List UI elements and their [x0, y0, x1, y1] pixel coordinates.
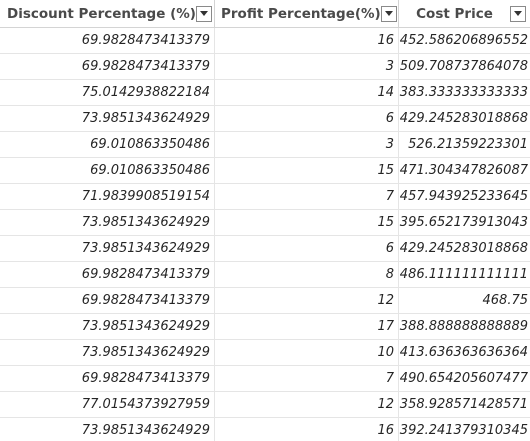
profit-percentage-cell[interactable]: 17: [215, 314, 399, 339]
table-row[interactable]: 75.0142938822184 14 383.333333333333: [0, 80, 530, 106]
table-row[interactable]: 69.9828473413379 12 468.75: [0, 288, 530, 314]
cost-price-cell[interactable]: 429.245283018868: [399, 241, 528, 256]
discount-percentage-cell[interactable]: 73.9851343624929: [0, 418, 215, 441]
table-row[interactable]: 69.9828473413379 8 486.111111111111: [0, 262, 530, 288]
table-row[interactable]: 73.9851343624929 16 392.241379310345: [0, 418, 530, 441]
cost-price-cell[interactable]: 388.888888888889: [399, 319, 528, 334]
filter-dropdown-icon[interactable]: [380, 5, 397, 22]
cost-price-cell[interactable]: 471.304347826087: [399, 163, 528, 178]
table-row[interactable]: 73.9851343624929 10 413.636363636364: [0, 340, 530, 366]
table-row[interactable]: 69.9828473413379 7 490.654205607477: [0, 366, 530, 392]
table-row[interactable]: 69.010863350486 15 471.304347826087: [0, 158, 530, 184]
table-header-row: Discount Percentage (%) Profit Percentag…: [0, 0, 530, 28]
column-header-profit-percentage[interactable]: Profit Percentage(%): [215, 0, 399, 27]
cost-price-cell[interactable]: 392.241379310345: [399, 423, 528, 438]
discount-percentage-cell[interactable]: 69.9828473413379: [0, 54, 215, 79]
cost-price-cell[interactable]: 383.333333333333: [399, 85, 528, 100]
discount-percentage-cell[interactable]: 77.0154373927959: [0, 392, 215, 417]
profit-percentage-cell[interactable]: 7: [215, 184, 399, 209]
cost-price-cell[interactable]: 490.654205607477: [399, 371, 528, 386]
discount-percentage-cell[interactable]: 71.9839908519154: [0, 184, 215, 209]
profit-percentage-cell[interactable]: 15: [215, 210, 399, 235]
discount-percentage-cell[interactable]: 73.9851343624929: [0, 340, 215, 365]
table-row[interactable]: 73.9851343624929 17 388.888888888889: [0, 314, 530, 340]
column-header-label: Profit Percentage(%): [221, 5, 381, 22]
profit-percentage-cell[interactable]: 12: [215, 392, 399, 417]
filter-dropdown-icon[interactable]: [195, 5, 212, 22]
column-header-label: Discount Percentage (%): [7, 5, 196, 22]
discount-percentage-cell[interactable]: 69.010863350486: [0, 158, 215, 183]
discount-percentage-cell[interactable]: 73.9851343624929: [0, 314, 215, 339]
profit-percentage-cell[interactable]: 8: [215, 262, 399, 287]
profit-percentage-cell[interactable]: 7: [215, 366, 399, 391]
table-row[interactable]: 73.9851343624929 6 429.245283018868: [0, 236, 530, 262]
discount-percentage-cell[interactable]: 69.010863350486: [0, 132, 215, 157]
discount-percentage-cell[interactable]: 69.9828473413379: [0, 262, 215, 287]
profit-percentage-cell[interactable]: 12: [215, 288, 399, 313]
cost-price-cell[interactable]: 429.245283018868: [399, 111, 528, 126]
table-row[interactable]: 73.9851343624929 6 429.245283018868: [0, 106, 530, 132]
profit-percentage-cell[interactable]: 6: [215, 106, 399, 131]
profit-percentage-cell[interactable]: 3: [215, 132, 399, 157]
table-body: 69.9828473413379 16 452.586206896552 69.982…: [0, 28, 530, 441]
cost-price-cell[interactable]: 358.928571428571: [399, 397, 528, 412]
cost-price-cell[interactable]: 413.636363636364: [399, 345, 528, 360]
cost-price-cell[interactable]: 486.111111111111: [399, 267, 528, 282]
profit-percentage-cell[interactable]: 15: [215, 158, 399, 183]
cost-price-cell[interactable]: 452.586206896552: [399, 33, 528, 48]
cost-price-cell[interactable]: 526.21359223301: [408, 137, 528, 152]
table-row[interactable]: 69.9828473413379 16 452.586206896552: [0, 28, 530, 54]
cost-price-cell[interactable]: 457.943925233645: [399, 189, 528, 204]
filter-dropdown-icon[interactable]: [510, 5, 526, 22]
profit-percentage-cell[interactable]: 3: [215, 54, 399, 79]
profit-percentage-cell[interactable]: 6: [215, 236, 399, 261]
cost-price-cell[interactable]: 468.75: [482, 293, 529, 308]
discount-percentage-cell[interactable]: 75.0142938822184: [0, 80, 215, 105]
discount-percentage-cell[interactable]: 69.9828473413379: [0, 28, 215, 53]
profit-percentage-cell[interactable]: 16: [215, 418, 399, 441]
column-header-discount-percentage[interactable]: Discount Percentage (%): [0, 0, 215, 27]
table-row[interactable]: 71.9839908519154 7 457.943925233645: [0, 184, 530, 210]
column-header-cost-price[interactable]: Cost Price: [399, 0, 530, 27]
table-row[interactable]: 69.9828473413379 3 509.708737864078: [0, 54, 530, 80]
table-row[interactable]: 69.010863350486 3 526.21359223301: [0, 132, 530, 158]
discount-percentage-cell[interactable]: 69.9828473413379: [0, 288, 215, 313]
discount-percentage-cell[interactable]: 73.9851343624929: [0, 106, 215, 131]
table-row[interactable]: 73.9851343624929 15 395.652173913043: [0, 210, 530, 236]
table-row[interactable]: 77.0154373927959 12 358.928571428571: [0, 392, 530, 418]
cost-price-cell[interactable]: 395.652173913043: [399, 215, 528, 230]
discount-percentage-cell[interactable]: 73.9851343624929: [0, 210, 215, 235]
discount-percentage-cell[interactable]: 69.9828473413379: [0, 366, 215, 391]
cost-price-cell[interactable]: 509.708737864078: [399, 59, 528, 74]
profit-percentage-cell[interactable]: 10: [215, 340, 399, 365]
discount-percentage-cell[interactable]: 73.9851343624929: [0, 236, 215, 261]
column-header-label: Cost Price: [416, 5, 493, 22]
profit-percentage-cell[interactable]: 16: [215, 28, 399, 53]
profit-percentage-cell[interactable]: 14: [215, 80, 399, 105]
